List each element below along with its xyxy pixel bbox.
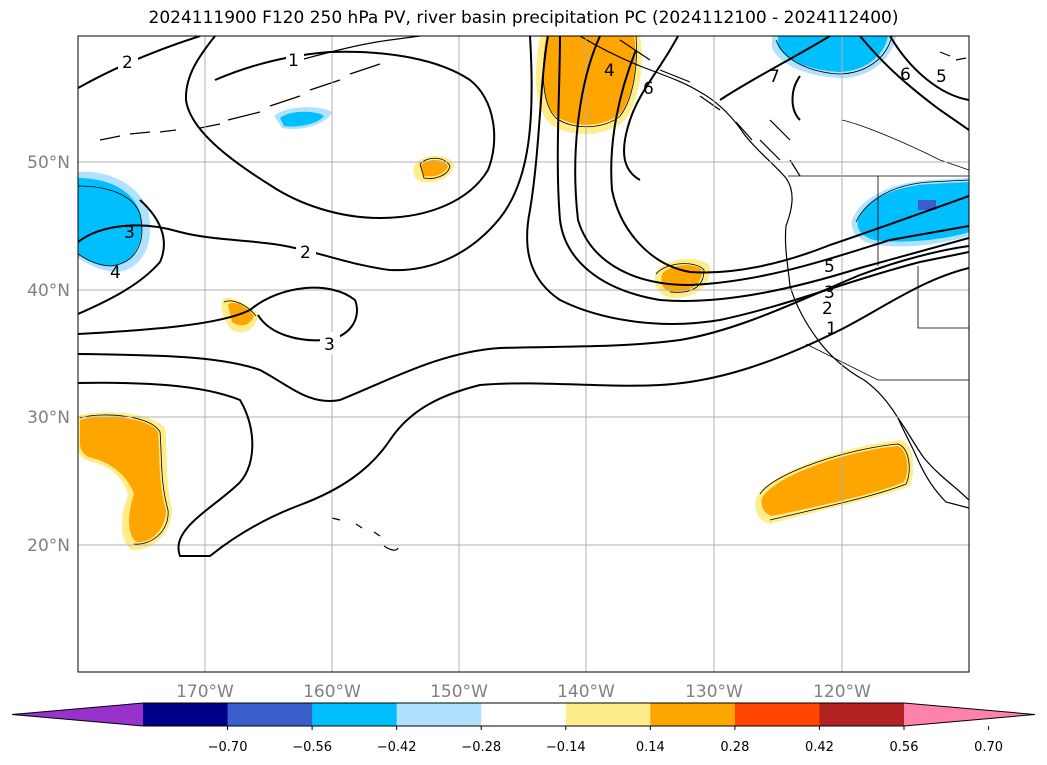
contour-label: 7 xyxy=(769,67,780,87)
contour-label: 5 xyxy=(824,257,835,277)
colorbar-segment xyxy=(143,703,229,726)
contour-label: 6 xyxy=(643,79,654,99)
lon-label: 120°W xyxy=(813,682,871,702)
map-area: 2 1 4 6 7 6 5 3 4 2 3 5 3 2 1 xyxy=(78,36,969,672)
contour-label: 4 xyxy=(604,61,615,81)
colorbar-segment xyxy=(481,703,567,726)
pv-contours xyxy=(78,36,969,557)
contour-label: 2 xyxy=(122,53,133,73)
contour-label: 1 xyxy=(826,319,837,339)
contour-label: 4 xyxy=(110,263,121,283)
colorbar-tick-label: −0.56 xyxy=(292,740,332,755)
colorbar-segment xyxy=(734,703,820,726)
colorbar-segment xyxy=(819,703,905,726)
lon-label: 140°W xyxy=(557,682,615,702)
colorbar-extend-low xyxy=(12,703,143,726)
colorbar-tick-label: 0.14 xyxy=(636,740,665,755)
colorbar-segment xyxy=(312,703,398,726)
contour-label: 3 xyxy=(824,283,835,303)
contour-label: 1 xyxy=(288,51,299,71)
lon-label: 160°W xyxy=(303,682,361,702)
colorbar-tick-label: 0.70 xyxy=(974,740,1003,755)
colorbar-tick-label: 0.42 xyxy=(805,740,834,755)
contour-label: 3 xyxy=(124,223,135,243)
colorbar-tick-label: −0.42 xyxy=(377,740,417,755)
lon-label: 130°W xyxy=(685,682,743,702)
pv-contour-labels: 2 1 4 6 7 6 5 3 4 2 3 5 3 2 1 xyxy=(110,48,947,355)
longitude-labels: 170°W 160°W 150°W 140°W 130°W 120°W xyxy=(176,682,871,702)
colorbar-segment xyxy=(396,703,482,726)
colorbar-segment xyxy=(565,703,651,726)
colorbar-tick-label: −0.14 xyxy=(546,740,586,755)
lat-label: 50°N xyxy=(27,153,70,173)
contour-label: 5 xyxy=(936,67,947,87)
contour-label: 3 xyxy=(324,335,335,355)
colorbar-outline xyxy=(11,702,1036,727)
contour-label: 6 xyxy=(900,65,911,85)
colorbar-tick-label: −0.28 xyxy=(461,740,501,755)
lon-label: 170°W xyxy=(176,682,234,702)
graticule xyxy=(78,36,969,672)
colorbar-tick-label: −0.70 xyxy=(208,740,248,755)
lon-label: 150°W xyxy=(430,682,488,702)
colorbar-tick-label: 0.56 xyxy=(890,740,919,755)
lat-label: 40°N xyxy=(27,281,70,301)
colorbar: −0.70 −0.56 −0.42 −0.28 −0.14 0.14 0.28 0.42 0.5… xyxy=(11,702,1036,755)
latitude-labels: 50°N 40°N 30°N 20°N xyxy=(27,153,70,556)
contour-label: 2 xyxy=(300,243,311,263)
map-frame xyxy=(77,35,970,673)
contour-label: 2 xyxy=(822,299,833,319)
map-title: 2024111900 F120 250 hPa PV, river basin … xyxy=(148,8,899,28)
lat-label: 20°N xyxy=(27,536,70,556)
colorbar-segment xyxy=(227,703,313,726)
precip-anomaly-shading xyxy=(78,36,969,551)
lat-label: 30°N xyxy=(27,408,70,428)
colorbar-segment xyxy=(650,703,736,726)
colorbar-extend-high xyxy=(904,703,1035,726)
colorbar-tick-label: 0.28 xyxy=(720,740,749,755)
